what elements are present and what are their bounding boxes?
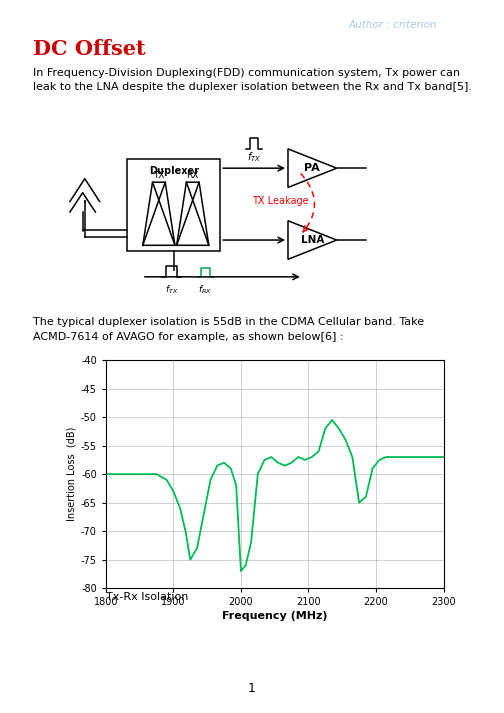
Text: Author : criterion: Author : criterion (349, 20, 437, 30)
Text: PA: PA (304, 163, 320, 173)
Y-axis label: Insertion Loss  (dB): Insertion Loss (dB) (67, 427, 77, 521)
Text: The typical duplexer isolation is 55dB in the CDMA Cellular band. Take: The typical duplexer isolation is 55dB i… (33, 317, 424, 327)
Text: DC Offset: DC Offset (33, 39, 145, 59)
Text: Tx-Rx Isolation: Tx-Rx Isolation (106, 592, 188, 602)
Text: RX: RX (186, 171, 199, 180)
Text: TX Leakage: TX Leakage (252, 195, 308, 205)
X-axis label: Frequency (MHz): Frequency (MHz) (222, 612, 328, 622)
Text: $f_{TX}$: $f_{TX}$ (247, 150, 261, 164)
Text: $f_{RX}$: $f_{RX}$ (199, 284, 213, 297)
Text: $f_{TX}$: $f_{TX}$ (165, 284, 178, 297)
Text: LNA: LNA (301, 235, 324, 245)
Text: 1: 1 (248, 682, 256, 695)
Bar (127, 160, 220, 250)
Text: leak to the LNA despite the duplexer isolation between the Rx and Tx band[5].: leak to the LNA despite the duplexer iso… (33, 82, 472, 92)
Text: ACMD-7614 of AVAGO for example, as shown below[6] :: ACMD-7614 of AVAGO for example, as shown… (33, 332, 343, 342)
Text: TX: TX (153, 171, 165, 180)
Text: Duplexer: Duplexer (149, 165, 199, 175)
Text: In Frequency-Division Duplexing(FDD) communication system, Tx power can: In Frequency-Division Duplexing(FDD) com… (33, 68, 460, 78)
